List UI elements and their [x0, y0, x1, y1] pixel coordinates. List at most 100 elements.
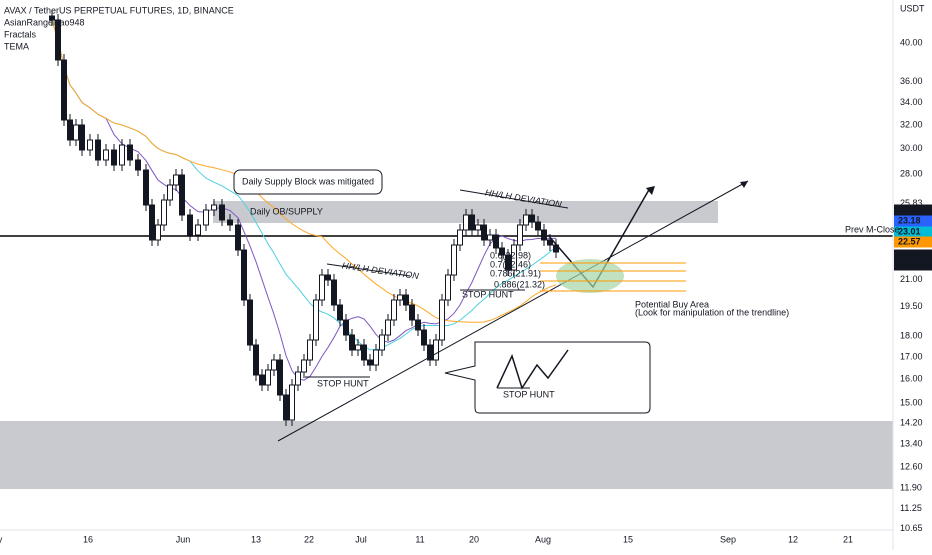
candle-body [173, 174, 179, 186]
time-label: 13 [251, 534, 261, 544]
trendline [277, 180, 749, 442]
price-tag-text: 22.57 [898, 236, 921, 246]
candle-body [67, 119, 73, 141]
candle-body [235, 224, 241, 251]
price-tag [894, 259, 932, 271]
candle-body [391, 299, 397, 321]
note-box [233, 169, 383, 195]
candle-body [451, 244, 457, 276]
candle-body [301, 359, 307, 373]
candle-body [307, 339, 313, 361]
candle-body [319, 274, 325, 301]
candle-body [481, 224, 487, 241]
price-tag-text: 22.56 [898, 249, 921, 259]
price-label: 17.00 [900, 351, 923, 361]
candle-body [49, 15, 55, 21]
candle-body [79, 124, 85, 151]
candle-body [149, 204, 155, 241]
candle-body [161, 199, 167, 226]
buy-area-note: (Look for manipulation of the trendline) [635, 307, 789, 317]
price-label: 32.00 [900, 119, 923, 129]
candle-body [241, 249, 247, 301]
candle-body [517, 224, 523, 246]
demand-zone [0, 421, 893, 489]
price-tag [894, 215, 932, 227]
candle-body [529, 214, 535, 223]
candle-body [203, 209, 209, 226]
price-label: 25.83 [900, 198, 923, 208]
candle-body [415, 319, 421, 331]
candle-body [523, 214, 529, 226]
price-label: 11.25 [900, 503, 922, 513]
indicator-name: Fractals [4, 29, 37, 39]
candle-body [195, 224, 201, 236]
candle-body [167, 184, 173, 201]
candle-body [219, 204, 225, 221]
candle-body [439, 299, 445, 341]
candle-body [187, 214, 193, 236]
candle-body [313, 299, 319, 341]
candle-body [87, 139, 93, 151]
symbol-title: AVAX / TetherUS PERPETUAL FUTURES, 1D, B… [4, 5, 234, 15]
candle-body [135, 159, 141, 171]
candle-body [433, 339, 439, 361]
candle-body [361, 344, 367, 361]
candle-body [445, 274, 451, 301]
candle-body [373, 349, 379, 366]
buy-area [556, 259, 624, 293]
fib-label: 0.7(22.46) [490, 259, 531, 269]
candle-body [421, 329, 427, 346]
price-label: 16.00 [900, 374, 923, 384]
candle-body [343, 319, 349, 336]
candle-body [179, 174, 185, 216]
candle-body [111, 149, 117, 166]
time-label: 16 [83, 534, 93, 544]
price-label: 21.00 [900, 274, 923, 284]
stop-hunt-label: STOP HUNT [317, 378, 369, 388]
price-label: 15.00 [900, 397, 923, 407]
time-label: Jul [355, 534, 367, 544]
axis-unit: USDT [900, 3, 925, 13]
candle-body [427, 344, 433, 361]
candle-body [511, 244, 517, 271]
fib-label: 0.886(21.32) [494, 279, 545, 289]
candle-body [95, 139, 101, 161]
candle-body [493, 234, 499, 249]
candle-body [247, 299, 253, 346]
indicator-name: AsianRangeNao948 [4, 17, 85, 27]
candle-body [271, 359, 277, 371]
candle-body [295, 371, 301, 386]
candle-body [535, 221, 541, 231]
deviation-line [326, 263, 411, 277]
callout-sketch [496, 349, 569, 390]
candle-body [259, 374, 265, 386]
time-label: y [0, 534, 3, 544]
candle-body [155, 224, 161, 241]
candle-body [487, 234, 493, 241]
time-label: 15 [623, 534, 633, 544]
price-label: 13.40 [900, 439, 923, 449]
price-tag [894, 226, 932, 238]
stop-hunt-label: STOP HUNT [462, 289, 514, 299]
candle-body [547, 239, 553, 246]
candle-body [379, 334, 385, 351]
moving-average [51, 19, 557, 381]
candle-body [403, 294, 409, 306]
candle-body [265, 369, 271, 386]
fib-label: 0.786(21.91) [490, 268, 541, 278]
candle-body [73, 124, 79, 141]
candle-body [55, 19, 61, 61]
candle-body [143, 169, 149, 206]
candle-body [475, 224, 481, 231]
candle-body [61, 59, 67, 121]
candle-body [385, 319, 391, 336]
buy-area-label: Potential Buy Area [635, 299, 709, 309]
time-label: Jun [176, 534, 191, 544]
candle-body [409, 304, 415, 321]
price-label: 19.50 [900, 301, 923, 311]
price-label: 28.00 [900, 168, 923, 178]
fib-lines [540, 262, 686, 292]
time-label: 11 [415, 534, 424, 544]
time-label: 12 [788, 534, 798, 544]
